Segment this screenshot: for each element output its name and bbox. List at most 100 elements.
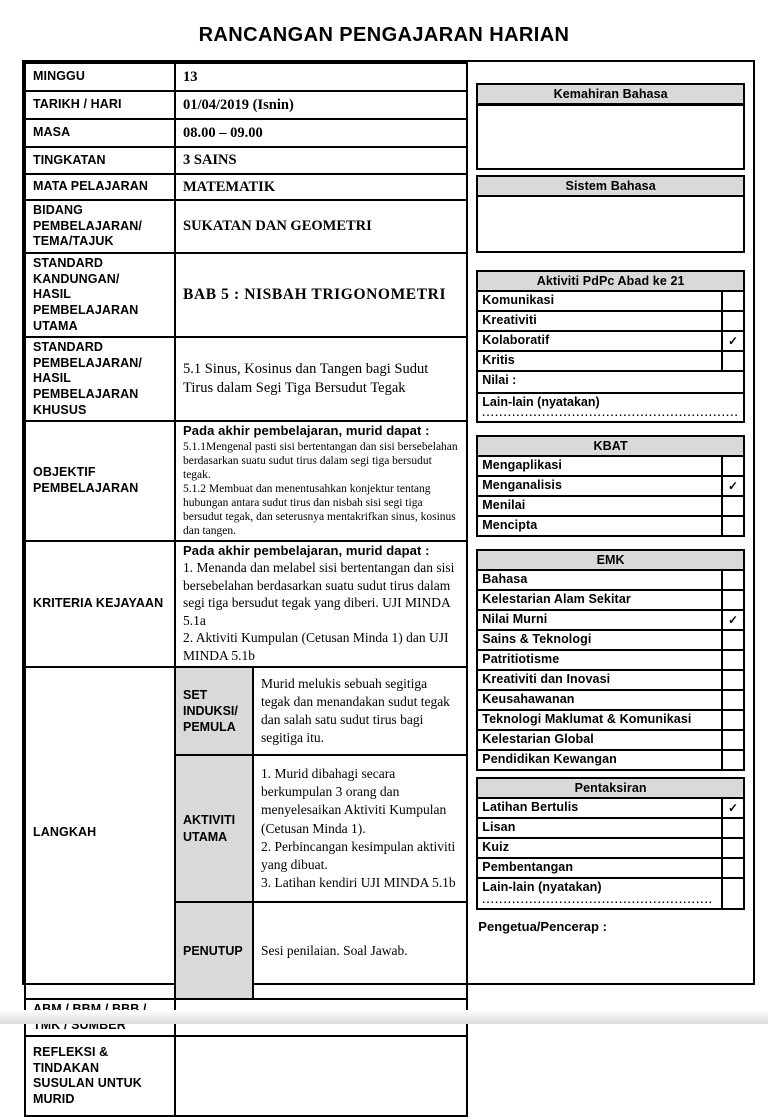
kemahiran-bahasa-section: Kemahiran Bahasa [476, 83, 745, 170]
kbat-section: KBAT Mengaplikasi Menganalisis ✓ Menilai… [476, 435, 745, 537]
table-row: KRITERIA KEJAYAAN Pada akhir pembelajara… [24, 539, 469, 669]
checklist-row: Keusahawanan [478, 691, 743, 711]
emk-item-checkbox[interactable] [721, 591, 743, 609]
stage-penutup-content: Sesi penilaian. Soal Jawab. [251, 901, 469, 1001]
mata-pelajaran-label: MATA PELAJARAN [24, 173, 176, 201]
kbat-item-label: Menilai [482, 498, 526, 512]
dotted-line: ........................................… [482, 409, 739, 419]
pdpc-item-checkbox checkmark-icon[interactable]: ✓ [721, 332, 743, 350]
kbat-item-checkbox[interactable] [721, 517, 743, 535]
objektif-item: 5.1.2 Membuat dan menentusahkan konjektu… [183, 482, 456, 537]
kbat-header: KBAT [478, 437, 743, 457]
lain-lain-text: Lain-lain (nyatakan) [482, 880, 602, 894]
kbat-item-checkbox[interactable] [721, 497, 743, 515]
checklist-row: Teknologi Maklumat & Komunikasi [478, 711, 743, 731]
checklist-row: Mengaplikasi [478, 457, 743, 477]
emk-item-checkbox[interactable] [721, 711, 743, 729]
pentaksiran-section: Pentaksiran Latihan Bertulis ✓ Lisan Kui… [476, 777, 745, 910]
kbat-item-checkbox[interactable] [721, 457, 743, 475]
emk-item-checkbox checkmark-icon[interactable]: ✓ [721, 611, 743, 629]
masa-value: 08.00 – 09.00 [173, 118, 469, 148]
pdpc-item-checkbox[interactable] [721, 352, 743, 370]
emk-item-label: Bahasa [482, 572, 528, 586]
bidang-value: SUKATAN DAN GEOMETRI [173, 199, 469, 254]
lesson-plan-sheet: MINGGU 13 TARIKH / HARI 01/04/2019 (Isni… [22, 60, 755, 1117]
checklist-row: Kelestarian Global [478, 731, 743, 751]
pdpc-item-label: Komunikasi [482, 293, 555, 307]
emk-item-label: Kelestarian Global [482, 732, 594, 746]
objektif-value: Pada akhir pembelajaran, murid dapat : 5… [173, 420, 469, 542]
emk-item-label: Pendidikan Kewangan [482, 752, 617, 766]
bidang-label: BIDANG PEMBELAJARAN/ TEMA/TAJUK [24, 199, 176, 254]
stage-set-induksi: SET INDUKSI/ PEMULA [174, 666, 254, 757]
checklist-row: Sains & Teknologi [478, 631, 743, 651]
stage-set-induksi-content: Murid melukis sebuah segitiga tegak dan … [251, 666, 469, 757]
pentaksiran-item-checkbox checkmark-icon[interactable]: ✓ [721, 799, 743, 817]
emk-item-checkbox[interactable] [721, 751, 743, 769]
pentaksiran-lain-lain-label: Lain-lain (nyatakan) ...................… [478, 879, 721, 908]
table-row: REFLEKSI & TINDAKAN SUSULAN UNTUK MURID [24, 1035, 469, 1117]
pdpc-item-label: Kreativiti [482, 313, 537, 327]
objektif-intro: Pada akhir pembelajaran, murid dapat : [183, 423, 430, 439]
table-row: MASA 08.00 – 09.00 [24, 118, 469, 148]
checklist-row: Komunikasi [478, 292, 743, 312]
checklist-row: Pembentangan [478, 859, 743, 879]
pdpc-item-checkbox[interactable] [721, 292, 743, 310]
table-row: BIDANG PEMBELAJARAN/ TEMA/TAJUK SUKATAN … [24, 199, 469, 254]
table-row: STANDARD PEMBELAJARAN/ HASIL PEMBELAJARA… [24, 336, 469, 423]
emk-item-checkbox[interactable] [721, 731, 743, 749]
emk-item-label: Kreativiti dan Inovasi [482, 672, 611, 686]
refleksi-value-area[interactable] [173, 1035, 469, 1117]
standard-kandungan-value: BAB 5 : NISBAH TRIGONOMETRI [173, 251, 469, 339]
pdpc-item-checkbox[interactable] [721, 312, 743, 330]
minggu-value: 13 [173, 62, 469, 92]
checklist-row: Kolaboratif ✓ [478, 332, 743, 352]
kbat-item-checkbox checkmark-icon[interactable]: ✓ [721, 477, 743, 495]
emk-section: EMK Bahasa Kelestarian Alam Sekitar Nila… [476, 549, 745, 771]
emk-header: EMK [478, 551, 743, 571]
kbat-item-label: Mengaplikasi [482, 458, 562, 472]
emk-item-checkbox[interactable] [721, 691, 743, 709]
pentaksiran-item-checkbox[interactable] [721, 819, 743, 837]
checklist-row: Nilai Murni ✓ [478, 611, 743, 631]
objektif-label: OBJEKTIF PEMBELAJARAN [24, 420, 176, 542]
emk-item-checkbox[interactable] [721, 571, 743, 589]
pentaksiran-item-checkbox[interactable] [721, 839, 743, 857]
page-title: RANCANGAN PENGAJARAN HARIAN [198, 24, 570, 46]
checklist-row: Lain-lain (nyatakan) ...................… [478, 879, 743, 908]
table-row: AKTIVITI UTAMA 1. Murid dibahagi secara … [25, 754, 469, 904]
emk-item-label: Kelestarian Alam Sekitar [482, 592, 631, 606]
langkah-label: LANGKAH [24, 666, 176, 1001]
pdpc-nilai-row[interactable]: Nilai : [478, 372, 743, 394]
sistem-bahasa-header: Sistem Bahasa [478, 177, 743, 197]
pdpc-lain-lain-label: Lain-lain (nyatakan) [482, 395, 600, 409]
checklist-row: Patritiotisme [478, 651, 743, 671]
emk-item-checkbox[interactable] [721, 631, 743, 649]
emk-item-label: Patritiotisme [482, 652, 560, 666]
table-row: MATA PELAJARAN MATEMATIK [24, 173, 469, 201]
emk-item-checkbox[interactable] [721, 671, 743, 689]
stage-penutup: PENUTUP [174, 901, 254, 1001]
pentaksiran-item-label: Latihan Bertulis [482, 800, 579, 814]
kemahiran-bahasa-header: Kemahiran Bahasa [478, 85, 743, 105]
emk-item-checkbox[interactable] [721, 651, 743, 669]
kriteria-item: 2. Aktiviti Kumpulan (Cetusan Minda 1) d… [183, 630, 449, 663]
checklist-row: Kreativiti dan Inovasi [478, 671, 743, 691]
checklist-row: Menilai [478, 497, 743, 517]
checklist-row: Pendidikan Kewangan [478, 751, 743, 769]
table-row: STANDARD KANDUNGAN/ HASIL PEMBELAJARAN U… [24, 251, 469, 339]
checklist-row: Mencipta [478, 517, 743, 535]
tingkatan-value: 3 SAINS [173, 146, 469, 175]
checklist-row: Menganalisis ✓ [478, 477, 743, 497]
page-bottom-shadow [0, 1010, 768, 1024]
sistem-bahasa-input-box[interactable] [478, 197, 743, 251]
kemahiran-bahasa-input-box[interactable] [478, 105, 743, 168]
pengetua-pencerap-label: Pengetua/Pencerap : [478, 918, 607, 934]
kbat-item-label: Mencipta [482, 518, 538, 532]
tarikh-value: 01/04/2019 (Isnin) [173, 90, 469, 120]
pentaksiran-item-checkbox[interactable] [721, 859, 743, 877]
pdpc-lain-lain-row[interactable]: Lain-lain (nyatakan) ...................… [478, 394, 743, 421]
pentaksiran-lain-lain-checkbox[interactable] [721, 879, 743, 908]
emk-item-label: Nilai Murni [482, 612, 548, 626]
pdpc-item-label: Kritis [482, 353, 515, 367]
